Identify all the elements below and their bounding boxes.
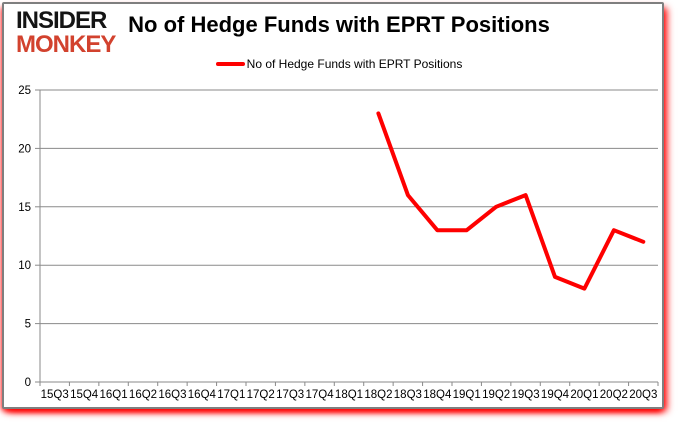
x-tick-label: 16Q2 [129,389,157,401]
x-tick-label: 18Q1 [335,389,363,401]
chart-card [2,2,664,409]
x-tick-label: 16Q4 [188,389,217,401]
y-tick-label: 20 [18,143,31,155]
logo-insider-text: INSIDER [16,7,107,34]
x-tick-label: 16Q3 [158,389,186,401]
x-tick-label: 19Q3 [512,389,540,401]
x-tick-label: 15Q3 [41,389,69,401]
legend: No of Hedge Funds with EPRT Positions [0,57,678,71]
x-tick-label: 17Q2 [247,389,275,401]
y-tick-label: 15 [18,202,31,214]
y-tick-label: 10 [18,260,31,272]
chart-title: No of Hedge Funds with EPRT Positions [128,12,550,37]
y-tick-label: 0 [25,377,31,389]
y-tick-label: 25 [18,85,31,97]
x-tick-label: 17Q1 [217,389,245,401]
x-tick-label: 17Q3 [276,389,304,401]
x-tick-label: 15Q4 [70,389,99,401]
x-tick-label: 20Q3 [629,389,657,401]
x-tick-label: 20Q1 [570,389,598,401]
x-tick-label: 19Q4 [541,389,570,401]
y-tick-label: 5 [25,319,31,331]
insider-monkey-logo: INSIDER MONKEY [16,7,116,58]
x-tick-label: 17Q4 [306,389,335,401]
series-line [376,111,646,291]
x-tick-label: 16Q1 [100,389,128,401]
x-tick-label: 19Q1 [453,389,481,401]
legend-line-swatch [215,62,245,66]
x-tick-label: 20Q2 [600,389,628,401]
legend-label: No of Hedge Funds with EPRT Positions [246,57,463,71]
x-tick-label: 18Q4 [423,389,452,401]
x-tick-label: 19Q2 [482,389,510,401]
x-tick-label: 18Q2 [364,389,392,401]
logo-monkey-text: MONKEY [16,31,116,58]
x-tick-label: 18Q3 [394,389,422,401]
